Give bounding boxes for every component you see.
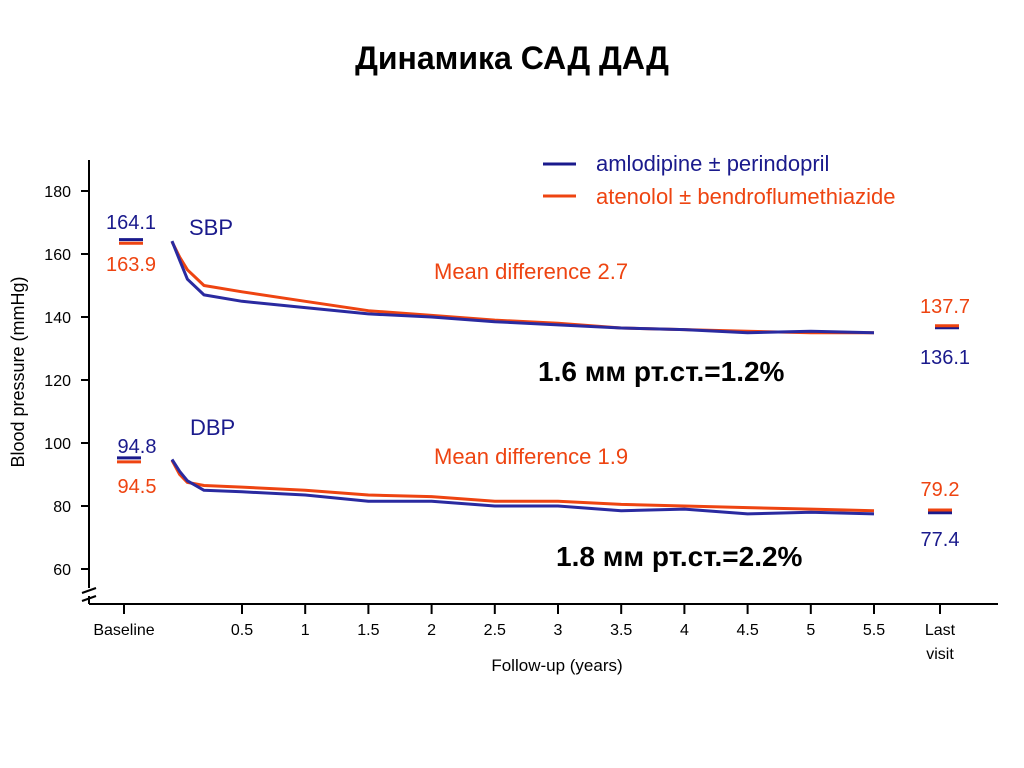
x-tick-label: 1.5	[357, 622, 379, 639]
x-tick-label-last-visit-line2: visit	[926, 646, 954, 663]
sbp-baseline-blue-value: 164.1	[106, 212, 156, 234]
x-tick-label: 1	[301, 622, 310, 639]
legend: amlodipine ± perindopril atenolol ± bend…	[543, 151, 896, 209]
y-tick-label: 60	[53, 562, 71, 579]
dbp-baseline-red-value: 94.5	[118, 476, 157, 498]
y-tick-label: 80	[53, 499, 71, 516]
x-axis-label: Follow-up (years)	[491, 656, 622, 675]
x-tick-label-baseline: Baseline	[93, 622, 154, 639]
y-tick-label: 140	[44, 310, 71, 327]
series-lines	[170, 240, 875, 516]
x-tick-label: 5.5	[863, 622, 885, 639]
y-tick-label: 100	[44, 436, 71, 453]
legend-label-atenolol: atenolol ± bendroflumethiazide	[596, 184, 896, 209]
x-tick-label: 2.5	[484, 622, 506, 639]
x-tick-label: 3.5	[610, 622, 632, 639]
x-tick-label: 2	[427, 622, 436, 639]
dbp-label: DBP	[190, 415, 235, 440]
y-tick-label: 160	[44, 247, 71, 264]
sbp-mean-difference: Mean difference 2.7	[434, 259, 628, 284]
sbp-baseline-red-value: 163.9	[106, 254, 156, 276]
sbp-last-red-value: 137.7	[920, 296, 970, 318]
axis-break-mark-2	[81, 595, 97, 602]
x-axis-ticks: 0.5 1 1.5 2 2.5 3 3.5 4 4.5 5 5.5	[123, 604, 941, 639]
y-axis-label: Blood pressure (mmHg)	[8, 276, 28, 467]
x-tick-label: 0.5	[231, 622, 253, 639]
y-axis-ticks: 60 80 100 120 140 160 180	[44, 184, 89, 579]
axis-break-mark-1	[81, 587, 97, 594]
y-tick-label: 120	[44, 373, 71, 390]
legend-label-amlodipine: amlodipine ± perindopril	[596, 151, 829, 176]
x-tick-label-last-visit-line1: Last	[925, 622, 956, 639]
x-tick-label: 3	[554, 622, 563, 639]
dbp-last-blue-value: 77.4	[921, 529, 960, 551]
dbp-mean-difference: Mean difference 1.9	[434, 444, 628, 469]
sbp-series-line	[170, 240, 875, 335]
dbp-difference-summary: 1.8 мм рт.ст.=2.2%	[556, 541, 803, 572]
sbp-last-blue-value: 136.1	[920, 347, 970, 369]
sbp-series-line	[170, 241, 874, 335]
sbp-difference-summary: 1.6 мм рт.ст.=1.2%	[538, 356, 785, 387]
slide-title: Динамика САД ДАД	[355, 40, 669, 76]
chart-marks	[117, 238, 959, 515]
x-tick-label: 4.5	[736, 622, 758, 639]
x-tick-label: 4	[680, 622, 689, 639]
dbp-baseline-blue-value: 94.8	[118, 436, 157, 458]
dbp-last-red-value: 79.2	[921, 479, 960, 501]
y-tick-label: 180	[44, 184, 71, 201]
sbp-label: SBP	[189, 215, 233, 240]
x-tick-label: 5	[806, 622, 815, 639]
dbp-series-line	[170, 458, 875, 516]
